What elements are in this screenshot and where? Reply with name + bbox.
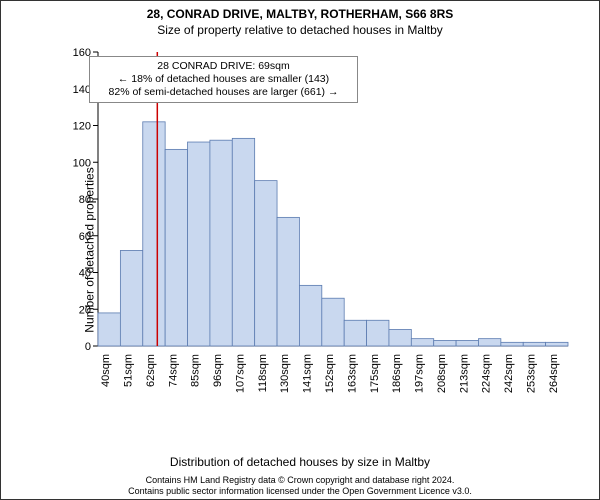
histogram-bar: [456, 340, 478, 346]
histogram-bar: [143, 122, 165, 346]
histogram-bar: [232, 138, 254, 346]
x-tick-label: 74sqm: [167, 354, 179, 387]
y-tick-label: 40: [79, 268, 91, 280]
x-tick-label: 208sqm: [436, 354, 448, 393]
x-tick-label: 242sqm: [503, 354, 515, 393]
histogram-bar: [344, 320, 366, 346]
footer: Contains HM Land Registry data © Crown c…: [1, 475, 599, 497]
footer-line1: Contains HM Land Registry data © Crown c…: [1, 475, 599, 486]
x-tick-label: 253sqm: [525, 354, 537, 393]
title-block: 28, CONRAD DRIVE, MALTBY, ROTHERHAM, S66…: [1, 1, 599, 37]
y-tick-label: 80: [79, 194, 91, 206]
histogram-bar: [120, 250, 142, 346]
histogram-bar: [478, 339, 500, 346]
x-tick-label: 118sqm: [257, 354, 269, 392]
x-tick-label: 130sqm: [279, 354, 291, 393]
x-axis-label: Distribution of detached houses by size …: [1, 455, 599, 469]
histogram-bar: [277, 217, 299, 346]
chart-container: 28, CONRAD DRIVE, MALTBY, ROTHERHAM, S66…: [0, 0, 600, 500]
y-tick-label: 0: [85, 341, 91, 353]
histogram-bar: [389, 329, 411, 346]
x-tick-label: 224sqm: [481, 354, 493, 393]
x-tick-label: 85sqm: [190, 354, 202, 387]
histogram-bar: [165, 149, 187, 346]
x-tick-label: 40sqm: [100, 354, 112, 387]
histogram-bar: [299, 285, 321, 346]
y-tick-label: 20: [79, 304, 91, 316]
annotation-line3: 82% of semi-detached houses are larger (…: [96, 86, 351, 99]
chart-title: 28, CONRAD DRIVE, MALTBY, ROTHERHAM, S66…: [1, 7, 599, 21]
histogram-bar: [322, 298, 344, 346]
x-tick-label: 213sqm: [458, 354, 470, 393]
chart-subtitle: Size of property relative to detached ho…: [1, 23, 599, 37]
x-tick-label: 96sqm: [212, 354, 224, 387]
x-tick-label: 186sqm: [391, 354, 403, 393]
y-tick-label: 60: [79, 231, 91, 243]
x-tick-label: 152sqm: [324, 354, 336, 393]
histogram-bar: [98, 313, 120, 346]
x-tick-label: 264sqm: [548, 354, 560, 393]
x-tick-label: 141sqm: [302, 354, 314, 393]
histogram-bar: [188, 142, 210, 346]
x-tick-label: 197sqm: [414, 354, 426, 393]
histogram-bar: [210, 140, 232, 346]
x-tick-label: 175sqm: [369, 354, 381, 393]
annotation-line2: ← 18% of detached houses are smaller (14…: [96, 73, 351, 86]
y-tick-label: 120: [73, 121, 91, 133]
histogram-bar: [367, 320, 389, 346]
x-tick-label: 107sqm: [234, 354, 246, 393]
histogram-bar: [501, 342, 523, 346]
histogram-bar: [546, 342, 568, 346]
x-tick-label: 62sqm: [145, 354, 157, 387]
x-tick-label: 51sqm: [123, 354, 135, 387]
annotation-box: 28 CONRAD DRIVE: 69sqm ← 18% of detached…: [89, 56, 358, 103]
histogram-bar: [434, 340, 456, 346]
histogram-bar: [523, 342, 545, 346]
annotation-line1: 28 CONRAD DRIVE: 69sqm: [96, 60, 351, 73]
x-tick-label: 163sqm: [346, 354, 358, 393]
histogram-bar: [411, 339, 433, 346]
y-tick-label: 100: [73, 157, 91, 169]
footer-line2: Contains public sector information licen…: [1, 486, 599, 497]
histogram-bar: [255, 181, 277, 346]
